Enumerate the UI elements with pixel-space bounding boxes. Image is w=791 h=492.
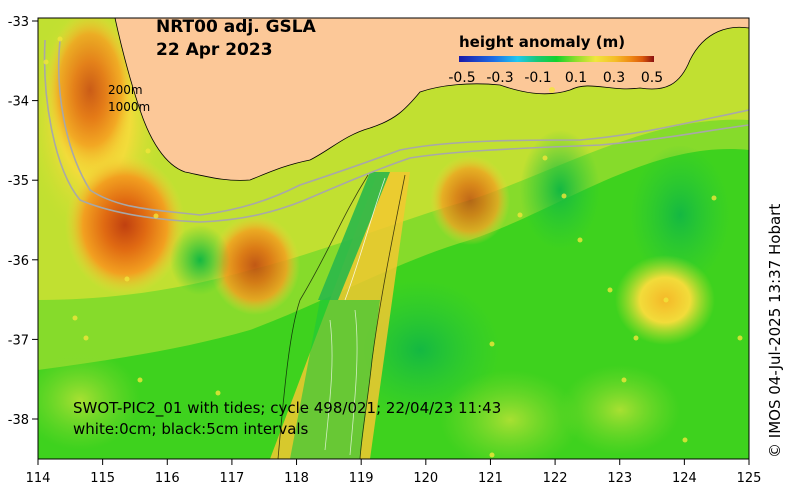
anomaly-blob-southwest [38,350,140,450]
anomaly-blob-east-1 [430,155,510,245]
isobath-label-1000m: 1000m [108,100,150,114]
colorbar-title: height anomaly (m) [459,33,625,51]
anomaly-blob-southeast [560,365,680,455]
y-axis: -33 -34 -35 -36 -37 -38 [8,15,38,428]
plot-frame [37,17,750,460]
swath-caption-line1: SWOT-PIC2_01 with tides; cycle 498/021; … [73,399,501,418]
x-tick-label: 123 [607,471,632,486]
colorbar-tick-label: -0.3 [486,70,513,86]
colorbar-tick-label: 0.3 [603,70,625,86]
anomaly-blob-low-1 [170,225,230,295]
y-tick-label: -34 [8,95,29,110]
swot-swath [270,172,410,459]
map-title: NRT00 adj. GSLA [156,17,317,37]
x-tick-label: 118 [284,471,309,486]
swath-caption-line2: white:0cm; black:5cm intervals [73,420,309,438]
colorbar-tick-label: -0.1 [524,70,551,86]
x-tick-label: 115 [90,471,115,486]
y-tick-label: -37 [8,333,29,348]
anomaly-blob-low-3 [630,145,730,285]
imos-credit: © IMOS 04-Jul-2025 13:37 Hobart [766,204,784,458]
y-tick-label: -38 [8,413,29,428]
x-tick-label: 121 [478,471,503,486]
colorbar-tick-label: -0.5 [448,70,475,86]
isobath-200m [57,39,749,216]
x-tick-label: 124 [672,471,697,486]
map-date: 22 Apr 2023 [156,40,273,60]
x-tick-label: 116 [155,471,180,486]
x-tick-label: 114 [26,471,51,486]
observation-markers [43,36,743,458]
colorbar-tick-label: 0.5 [641,70,663,86]
x-tick-label: 125 [737,471,762,486]
colorbar-tick-label: 0.1 [565,70,587,86]
anomaly-blob-north [45,18,135,170]
anomaly-blob-perth-canyon [65,155,185,295]
y-tick-label: -33 [8,15,29,30]
x-tick-label: 122 [543,471,568,486]
anomaly-blob-central [210,215,300,315]
colorbar-scale [459,56,654,62]
isobath-label-200m: 200m [108,83,143,97]
x-axis: 114 115 116 117 118 119 120 121 122 123 124 125 [26,459,762,486]
x-tick-label: 120 [413,471,438,486]
x-tick-label: 117 [219,471,244,486]
colorbar: height anomaly (m) -0.5 -0.3 -0.1 0.1 0.3 0.5 [448,33,663,86]
x-tick-label: 119 [349,471,374,486]
anomaly-blob-low-2 [520,130,600,250]
y-tick-label: -35 [8,174,29,189]
isobath-1000m [43,39,749,223]
y-tick-label: -36 [8,254,29,269]
anomaly-blob-south [440,370,580,459]
